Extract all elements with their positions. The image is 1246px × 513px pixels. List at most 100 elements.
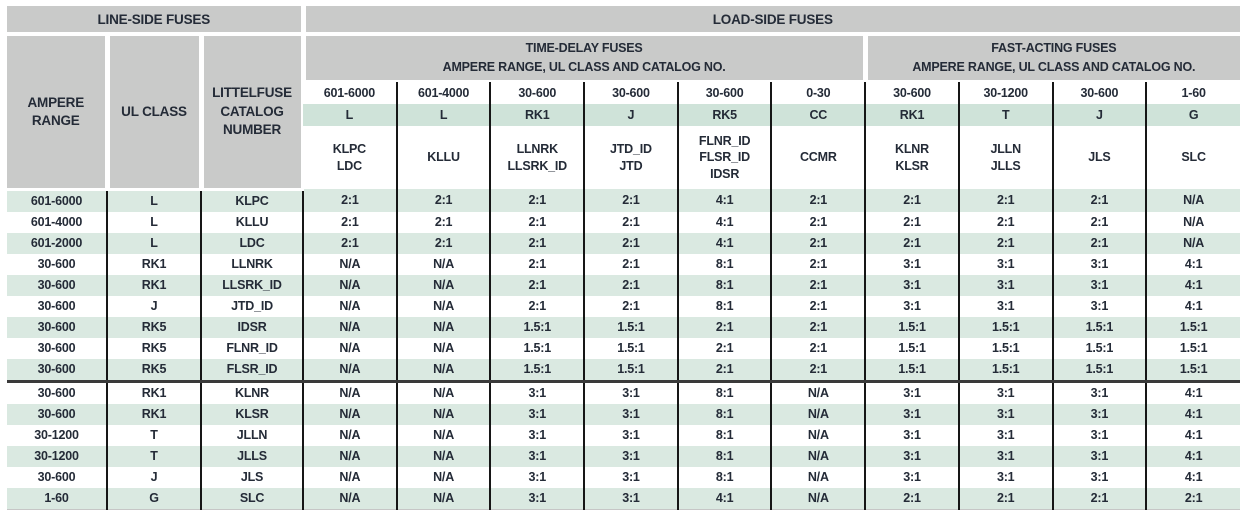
cell-ratio: N/A: [770, 487, 866, 510]
cell-ratio: 3:1: [957, 295, 1053, 317]
catalog-row: KLPC LDC KLLU LLNRK LLSRK_ID JTD_ID JTD FLNR…: [7, 126, 1240, 189]
load-col-ampere-range: 30-600: [583, 81, 678, 104]
cell-ratio: 4:1: [1145, 466, 1240, 488]
cell-ul-class: RK5: [106, 358, 201, 381]
cell-ratio: 2:1: [770, 358, 866, 381]
table-row: 601-2000 L LDC 2:1 2:1 2:1 2:1 4:1 2:1 2:1 2:1 2:1 N…: [7, 232, 1240, 254]
cell-ratio: 1.5:1: [489, 337, 585, 359]
cell-ratio: 2:1: [583, 189, 678, 212]
cell-ratio: 1.5:1: [1051, 316, 1147, 338]
cell-ratio: 3:1: [957, 253, 1053, 275]
cell-ul-class: RK1: [106, 379, 201, 404]
cell-catalog: FLNR_ID: [199, 337, 304, 359]
load-col-ampere-range: 1-60: [1145, 81, 1240, 104]
cell-ratio: N/A: [770, 379, 866, 404]
cell-ratio: 4:1: [1145, 295, 1240, 317]
load-col-ampere-range: 601-4000: [395, 81, 491, 104]
cell-ratio: 2:1: [489, 232, 585, 254]
cell-ul-class: L: [106, 232, 201, 254]
cell-ratio: 1.5:1: [489, 316, 585, 338]
cell-ratio: 2:1: [676, 316, 772, 338]
cell-ratio: 2:1: [676, 358, 772, 381]
cell-ul-class: T: [106, 445, 201, 467]
load-col-catalog: LLNRK LLSRK_ID: [489, 126, 585, 189]
cell-ratio: N/A: [302, 445, 397, 467]
cell-ratio: 2:1: [489, 274, 585, 296]
cell-ul-class: T: [106, 424, 201, 446]
load-col-ul-class: RK1: [489, 104, 585, 126]
cell-ratio: N/A: [395, 316, 491, 338]
cell-ratio: N/A: [302, 424, 397, 446]
load-col-ul-class: L: [303, 104, 397, 126]
cell-ratio: 3:1: [957, 379, 1053, 404]
cell-catalog: JLS: [199, 466, 304, 488]
cell-ratio: 8:1: [676, 424, 772, 446]
cell-ratio: 3:1: [583, 379, 678, 404]
cell-ratio: 2:1: [770, 295, 866, 317]
cell-ratio: N/A: [302, 295, 397, 317]
cell-ratio: N/A: [395, 295, 491, 317]
cell-ratio: 1.5:1: [957, 358, 1053, 381]
group-header-row: AMPERE RANGE UL CLASS LITTELFUSE CATALOG…: [7, 34, 1240, 191]
cell-ratio: 2:1: [302, 211, 397, 233]
cell-ratio: 1.5:1: [583, 358, 678, 381]
cell-ratio: 3:1: [957, 466, 1053, 488]
cell-ratio: 3:1: [583, 403, 678, 425]
load-col-ul-class: CC: [770, 104, 866, 126]
cell-catalog: LLNRK: [199, 253, 304, 275]
cell-ratio: 2:1: [583, 232, 678, 254]
cell-ratio: 4:1: [1145, 445, 1240, 467]
cell-catalog: FLSR_ID: [199, 358, 304, 381]
cell-ratio: 3:1: [957, 403, 1053, 425]
cell-ratio: N/A: [395, 466, 491, 488]
cell-ratio: N/A: [395, 337, 491, 359]
cell-ratio: 8:1: [676, 379, 772, 404]
cell-ratio: 3:1: [957, 274, 1053, 296]
cell-ratio: 2:1: [1051, 232, 1147, 254]
cell-ampere-range: 30-1200: [7, 424, 107, 446]
cell-ratio: 1.5:1: [864, 316, 959, 338]
table-row: 601-6000 L KLPC 2:1 2:1 2:1 2:1 4:1 2:1 2:1 2:1 2:1…: [7, 189, 1240, 212]
table-row: 1-60 G SLC N/A N/A 3:1 3:1 4:1 N/A 2:1 2:1 2:1 2:1: [7, 487, 1240, 510]
header-ampere-range: AMPERE RANGE: [7, 34, 107, 191]
cell-ampere-range: 30-600: [7, 295, 107, 317]
cell-ratio: 1.5:1: [583, 316, 678, 338]
cell-ratio: 2:1: [1051, 211, 1147, 233]
cell-ratio: 3:1: [1051, 274, 1147, 296]
cell-ratio: 3:1: [957, 424, 1053, 446]
cell-ratio: 2:1: [770, 274, 866, 296]
cell-ratio: N/A: [1145, 232, 1240, 254]
load-col-ul-class: J: [583, 104, 678, 126]
cell-ratio: 1.5:1: [1145, 358, 1240, 381]
cell-ratio: 3:1: [489, 424, 585, 446]
cell-ratio: 2:1: [770, 316, 866, 338]
load-col-catalog: CCMR: [770, 126, 866, 189]
group-subtitle: AMPERE RANGE, UL CLASS AND CATALOG NO.: [442, 60, 726, 74]
table-row: 30-600 RK5 FLSR_ID N/A N/A 1.5:1 1.5:1 2:1 2:1 1.…: [7, 358, 1240, 381]
cell-ratio: 1.5:1: [957, 316, 1053, 338]
cell-ratio: 2:1: [1051, 487, 1147, 510]
cell-ratio: 2:1: [864, 232, 959, 254]
cell-ratio: 3:1: [1051, 445, 1147, 467]
cell-ampere-range: 30-1200: [7, 445, 107, 467]
cell-ratio: 3:1: [864, 403, 959, 425]
table-row: 30-600 RK1 LLNRK N/A N/A 2:1 2:1 8:1 2:1 3:1 3:1 3:…: [7, 253, 1240, 275]
cell-ratio: 2:1: [302, 189, 397, 212]
cell-ratio: 2:1: [1051, 189, 1147, 212]
load-col-catalog: KLLU: [395, 126, 491, 189]
cell-ratio: 2:1: [770, 189, 866, 212]
cell-ratio: 1.5:1: [1051, 358, 1147, 381]
cell-ratio: 2:1: [770, 253, 866, 275]
cell-ratio: 2:1: [395, 232, 491, 254]
load-col-ampere-range: 30-600: [1051, 81, 1147, 104]
cell-catalog: KLSR: [199, 403, 304, 425]
cell-ratio: 4:1: [1145, 424, 1240, 446]
cell-ampere-range: 30-600: [7, 358, 107, 381]
cell-ratio: 2:1: [864, 189, 959, 212]
cell-ratio: 8:1: [676, 295, 772, 317]
cell-ratio: 1.5:1: [957, 337, 1053, 359]
cell-ratio: 3:1: [864, 253, 959, 275]
cell-catalog: JLLN: [199, 424, 304, 446]
cell-ratio: 8:1: [676, 253, 772, 275]
amp-range-row: 601-6000 601-4000 30-600 30-600 30-600 0-30 30…: [7, 81, 1240, 104]
